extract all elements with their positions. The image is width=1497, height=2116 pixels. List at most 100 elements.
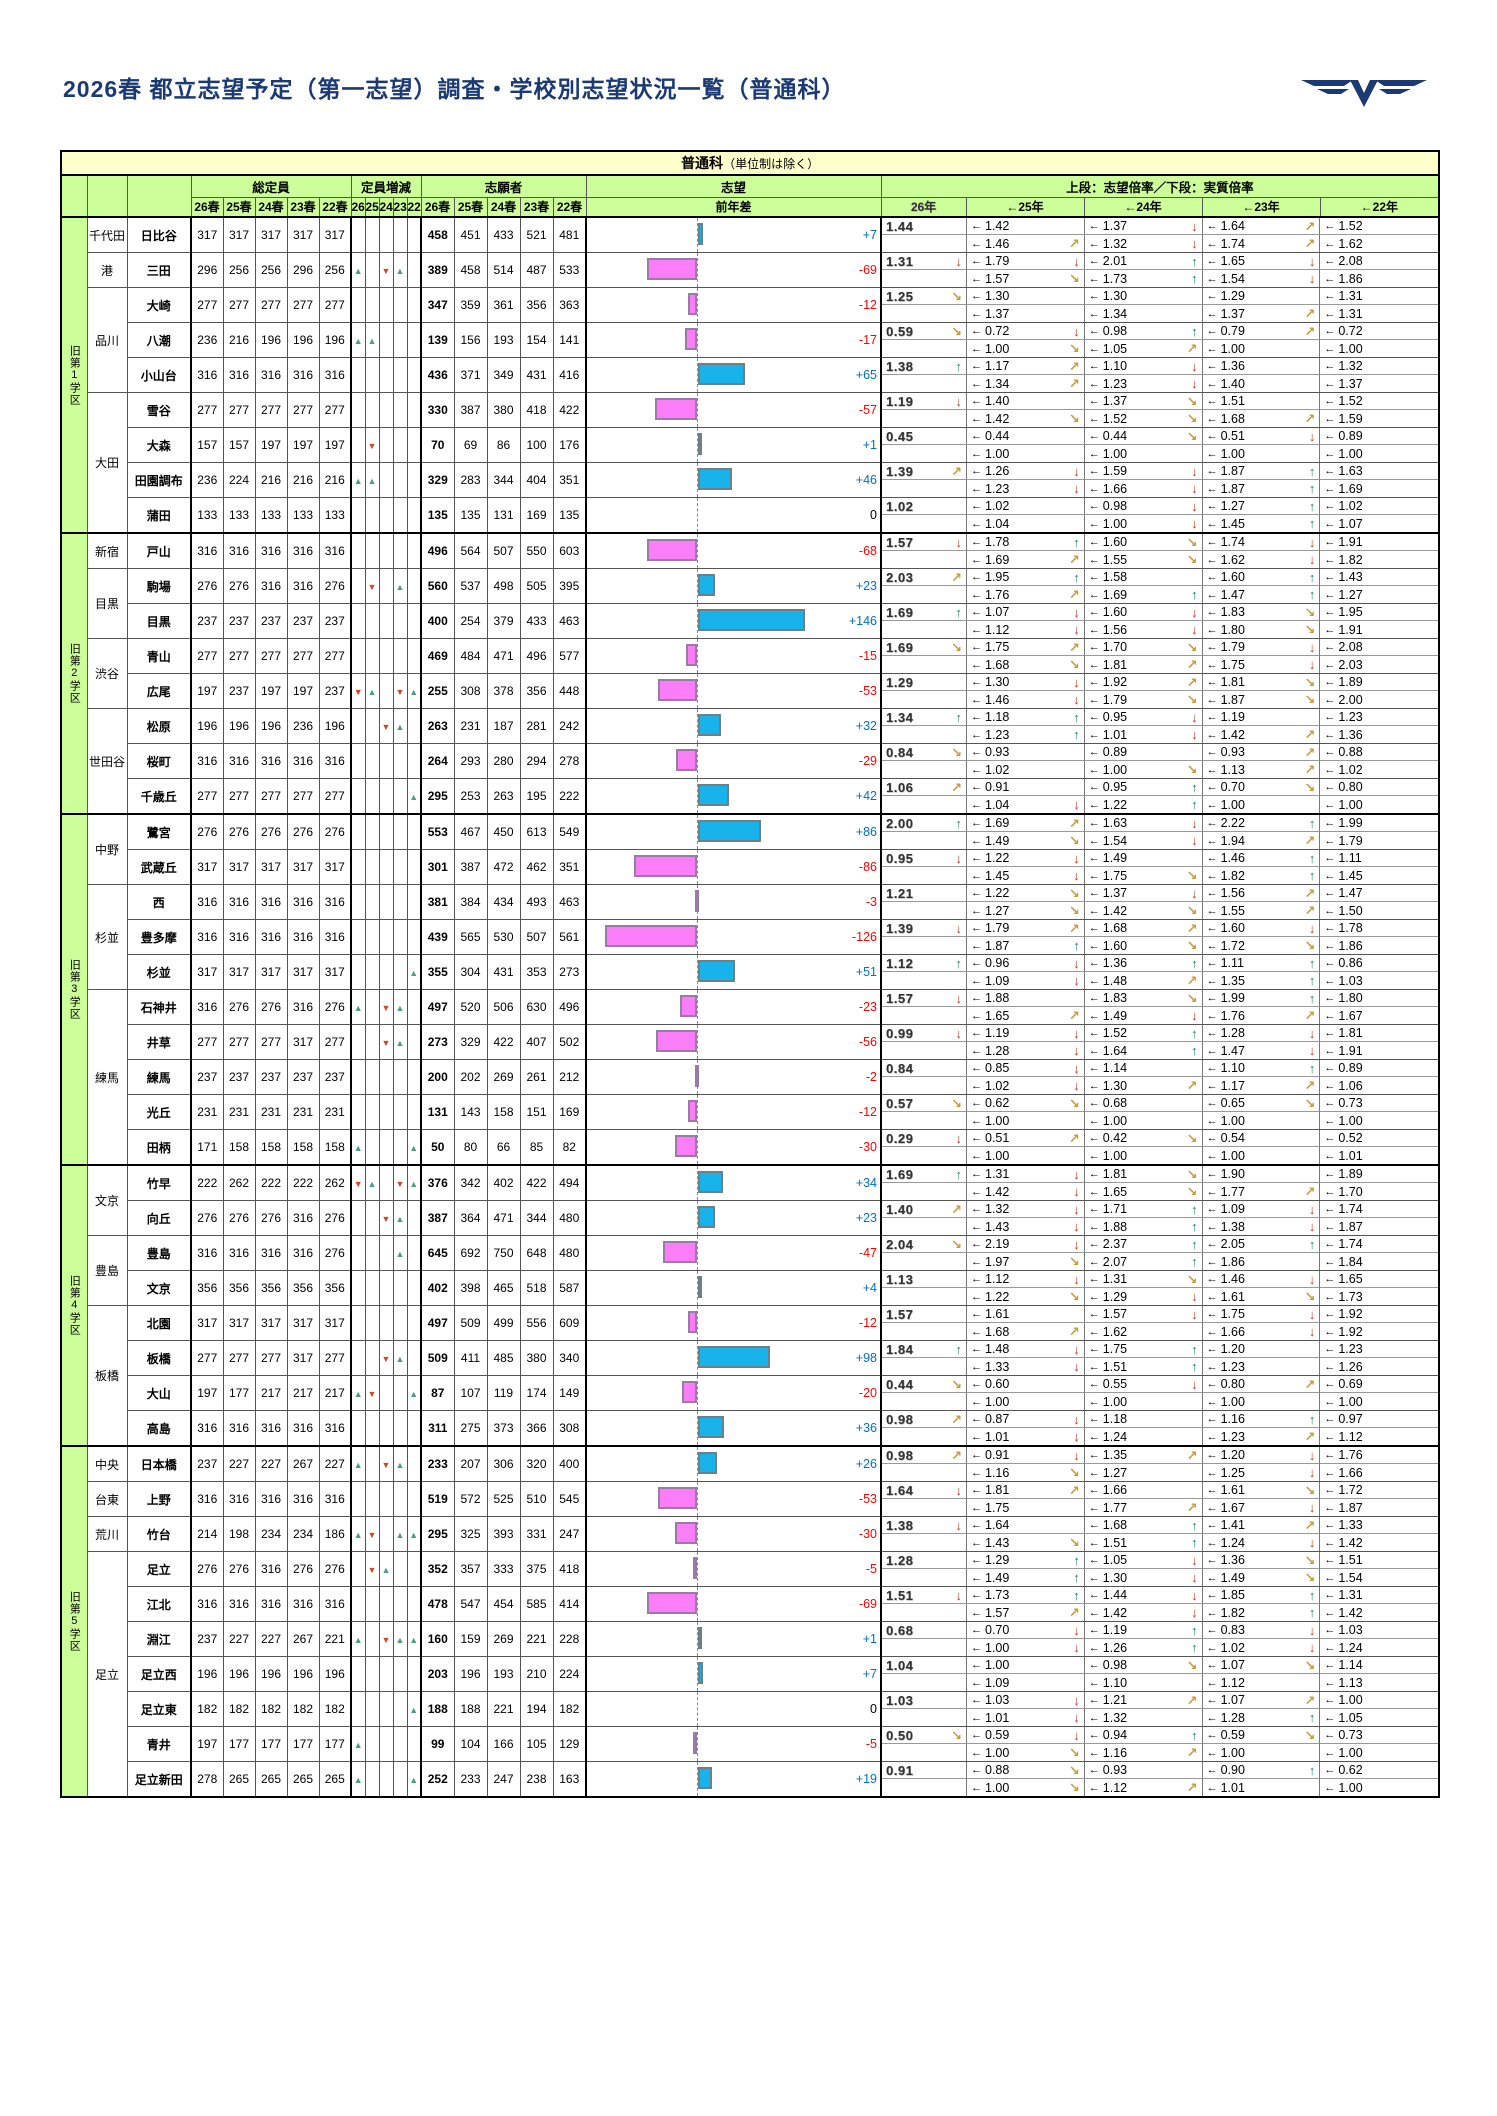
trend-down-arrow-icon: ↓ [1191, 1376, 1198, 1392]
trend-up-arrow-icon: ↑ [1308, 1060, 1316, 1076]
diff-cell: +42 [585, 778, 882, 815]
ratio-block: 0.44 ↘ ← 0.60 ← 0.55 ↓ ← 0.80 ↗ ← 0.69 ← 1.00 ← 1.00 ← 1.… [879, 1375, 1440, 1411]
capacity-change-cell [392, 849, 408, 885]
ratio-lower-cell: ← 1.50 [1320, 902, 1438, 919]
trend-up-arrow-icon: ↑ [1191, 1201, 1198, 1217]
ratio-value: 1.74 [1338, 1237, 1363, 1251]
ratio-value: 1.27 [985, 903, 1010, 918]
capacity-change-cell [364, 708, 380, 744]
applicants-cell: 363 [552, 287, 587, 323]
trend-up-arrow-icon: ↑ [1191, 1727, 1198, 1743]
ratio-value: 1.62 [1220, 552, 1245, 567]
left-arrow-icon: ← [1088, 1606, 1100, 1619]
diff-cell: 0 [585, 497, 882, 534]
ratio-value: 1.07 [1338, 516, 1363, 531]
ratio-lower-cell: ← 1.68 ↗ [1203, 410, 1321, 427]
ratio-lower-cell: ← 1.24 [1085, 1428, 1203, 1445]
capacity-change-cell [392, 919, 408, 955]
trend-up-arrow-icon: ↑ [1073, 727, 1080, 742]
ratio-lower-cell: ← 1.00 [1320, 1744, 1438, 1761]
applicants-cell: 182 [552, 1691, 587, 1727]
capacity-cell: 317 [222, 954, 256, 990]
ratio-value: 2.03 [1338, 657, 1363, 672]
left-arrow-icon: ← [971, 1501, 982, 1514]
capacity-cell: 265 [222, 1761, 256, 1798]
diff-value: -68 [858, 544, 877, 558]
capacity-down-triangle-icon: ▼ [381, 1460, 391, 1470]
applicants-cell: 210 [519, 1656, 554, 1692]
capacity-change-cell [406, 252, 422, 288]
ratio-value: 1.76 [1220, 1008, 1245, 1023]
ratio-value: 1.81 [985, 1483, 1010, 1497]
ratio-lower-blank-cell [883, 1639, 967, 1656]
ratio-upper-cell: ← 1.83 ↘ [1202, 604, 1321, 621]
trend-up-slight-arrow-icon: ↗ [1304, 411, 1316, 426]
applicants-cell: 400 [420, 603, 455, 639]
left-arrow-icon: ← [1324, 922, 1336, 934]
diff-bar [686, 644, 697, 666]
ratio-lower-cell: ← 1.30 ↓ [1085, 1569, 1203, 1586]
ratio-upper-cell: ← 1.60 ↓ [1202, 920, 1321, 937]
left-arrow-icon: ← [971, 957, 982, 969]
trend-down-arrow-icon: ↓ [1308, 534, 1316, 550]
school-name: 桜町 [126, 743, 192, 779]
ratio-upper-cell: ← 1.22 ↘ [967, 885, 1085, 902]
left-arrow-icon: ← [1324, 588, 1336, 601]
ratio-value: 1.62 [1338, 236, 1363, 251]
left-arrow-icon: ← [1324, 1079, 1336, 1092]
applicants-cell: 380 [519, 1340, 554, 1376]
trend-down-slight-arrow-icon: ↘ [1068, 411, 1080, 426]
trend-down-arrow-icon: ↓ [1073, 1078, 1080, 1093]
ratio-value: 1.00 [1220, 1148, 1245, 1163]
ratio-grid: 1.03 ← 1.03 ↓ ← 1.21 ↗ ← 1.07 ↗ ← 1.00 ← 1.01 ↓ ← 1.32 ← 1… [883, 1692, 1439, 1726]
left-arrow-icon: ← [971, 1589, 982, 1601]
trend-up-arrow-icon: ↑ [955, 1166, 963, 1182]
zero-axis-line [697, 288, 698, 322]
ratio-upper-cell: ← 1.81 ↘ [1084, 1166, 1203, 1183]
ratio-upper-cell: ← 1.43 [1320, 570, 1439, 586]
school-name: 青井 [126, 1726, 192, 1762]
ratio-value: 0.52 [1338, 1131, 1363, 1145]
diff-bar-zone: -17 [588, 323, 880, 357]
left-arrow-icon: ← [1206, 641, 1218, 653]
ratio-value: 1.20 [1220, 1342, 1245, 1356]
ratio-lower-cell: ← 1.23 ↓ [967, 480, 1085, 497]
ratio-upper-cell: ← 1.80 [1320, 991, 1439, 1007]
school-row: 足立 足立 276 276 316 276 276 ▼ ▲ 352 357 333 375 418 -5 1.… [61, 1551, 1440, 1798]
applicants-year-header: 25春 [453, 196, 488, 218]
ratio-value: 1.10 [1102, 359, 1128, 373]
trend-up-slight-arrow-icon: ↗ [1304, 1184, 1316, 1199]
capacity-cell: 317 [318, 954, 352, 990]
left-arrow-icon: ← [971, 1027, 982, 1039]
left-arrow-icon: ← [971, 1449, 982, 1461]
ratio-value: 1.95 [985, 570, 1010, 584]
applicants-cell: 380 [486, 392, 521, 428]
ratio-upper-cell: ← 1.90 [1202, 1166, 1321, 1183]
zero-axis-line [697, 1201, 698, 1235]
left-arrow-icon: ← [1206, 1238, 1218, 1250]
left-arrow-icon: ← [1088, 1220, 1100, 1233]
diff-bar [695, 1065, 699, 1087]
ratio-lower-blank-cell [883, 480, 967, 497]
ratio-value: 1.37 [1220, 306, 1245, 321]
ratio-value: 1.69 [985, 552, 1010, 567]
ratio-lower-cell: ← 1.64 ↑ [1085, 1042, 1203, 1059]
school-name: 目黒 [126, 603, 192, 639]
left-arrow-icon: ← [1088, 693, 1100, 706]
applicants-cell: 496 [552, 989, 587, 1025]
capacity-change-cell [378, 1516, 394, 1552]
capacity-change-cell: ▼ [350, 673, 366, 709]
left-arrow-icon: ← [1324, 1764, 1336, 1776]
left-arrow-icon: ← [1088, 1781, 1100, 1794]
trend-down-arrow-icon: ↓ [955, 990, 963, 1006]
applicants-cell: 247 [552, 1516, 587, 1552]
left-arrow-icon: ← [1088, 1378, 1100, 1390]
capacity-cell: 262 [222, 1164, 256, 1201]
ratio-value: 0.55 [1102, 1377, 1128, 1391]
ratio-upper-cell: ← 0.51 ↓ [1202, 428, 1321, 445]
capacity-cell: 317 [254, 954, 288, 990]
left-arrow-icon: ← [1088, 1589, 1100, 1601]
diff-cell: -5 [585, 1726, 882, 1762]
left-arrow-icon: ← [971, 1343, 982, 1355]
ratio-value: 1.42 [985, 219, 1010, 233]
